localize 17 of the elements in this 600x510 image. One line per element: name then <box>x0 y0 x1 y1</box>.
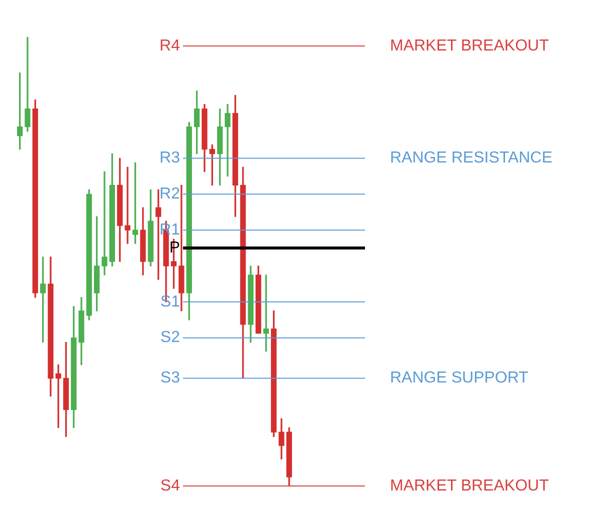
candlestick <box>263 274 269 352</box>
text: MARKET BREAKOUT <box>390 37 550 54</box>
ref-line-label: R4 <box>160 37 180 54</box>
ref-line-label: R3 <box>160 150 180 167</box>
ref-line-label: S2 <box>160 329 180 346</box>
text: MARKET BREAKOUT <box>390 477 550 494</box>
text: RANGE SUPPORT <box>390 370 529 387</box>
ref-line-label: R2 <box>160 186 180 203</box>
ref-line-label: S1 <box>160 293 180 310</box>
ref-line-label: S4 <box>160 477 180 494</box>
candlestick <box>102 171 108 276</box>
candlestick <box>24 37 30 132</box>
candlestick <box>40 256 46 343</box>
text: RANGE RESISTANCE <box>390 150 552 167</box>
candlestick <box>124 166 130 244</box>
ref-line-label: S3 <box>160 370 180 387</box>
candlestick <box>178 184 184 312</box>
